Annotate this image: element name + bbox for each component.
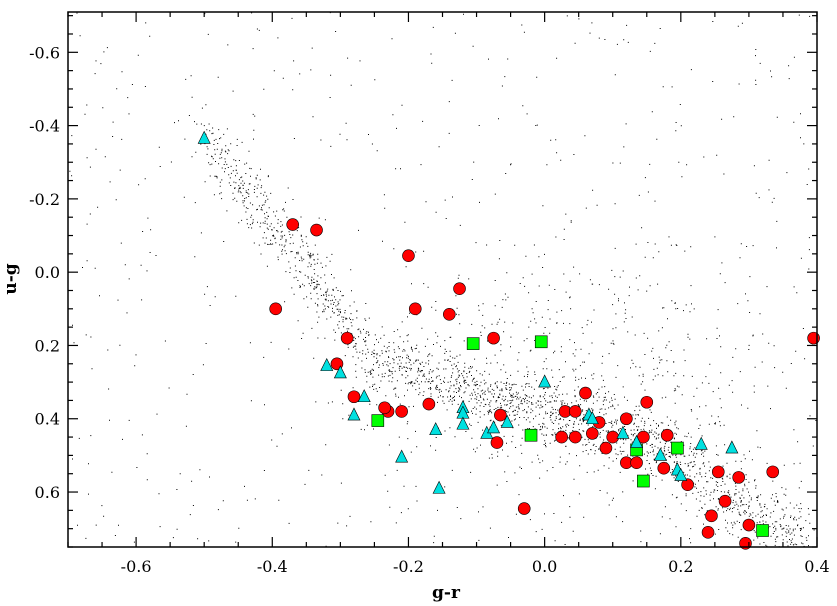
data-point-circle — [807, 331, 820, 345]
y-tick-label: 0.0 — [35, 263, 60, 282]
data-point-circle — [718, 494, 732, 508]
data-point-triangle — [674, 467, 688, 481]
data-point-triangle — [630, 434, 644, 448]
data-point-circle — [732, 471, 745, 484]
y-tick-label: -0.4 — [29, 117, 60, 136]
data-point-triangle — [333, 365, 347, 379]
x-axis-label: g-r — [432, 583, 461, 603]
x-tick-label: 0.2 — [668, 557, 693, 576]
data-point-triangle — [347, 407, 361, 421]
background-dots-path — [69, 12, 817, 548]
data-point-triangle — [585, 411, 599, 425]
data-point-triangle — [487, 420, 501, 434]
data-point-circle — [487, 331, 500, 345]
data-point-circle — [269, 302, 282, 316]
data-point-triangle — [653, 447, 667, 461]
x-tick-label: -0.2 — [393, 557, 424, 576]
data-point-square — [371, 414, 385, 427]
data-point-circle — [657, 461, 671, 475]
data-point-circle — [630, 456, 643, 470]
data-point-triangle — [429, 422, 443, 436]
data-point-circle — [402, 249, 415, 262]
data-point-circle — [568, 405, 582, 418]
data-point-circle — [517, 502, 531, 515]
data-point-circle — [422, 397, 436, 411]
data-point-triangle — [616, 425, 630, 439]
data-point-circle — [340, 331, 354, 345]
data-point-square — [534, 335, 548, 349]
highlighted-markers — [197, 130, 820, 550]
data-point-triangle — [538, 374, 552, 388]
x-tick-label: -0.6 — [121, 557, 152, 576]
data-point-circle — [453, 282, 466, 295]
data-point-circle — [742, 518, 756, 532]
y-tick-labels: -0.6 -0.4 -0.2 0.0 0.2 0.4 0.6 — [29, 43, 60, 502]
data-point-circle — [585, 427, 599, 440]
data-point-circle — [568, 430, 582, 444]
data-point-square — [637, 474, 650, 488]
y-tick-label: -0.6 — [29, 43, 60, 62]
data-point-circle — [286, 218, 300, 231]
data-point-triangle — [197, 130, 211, 144]
data-point-circle — [494, 408, 507, 422]
data-point-triangle — [500, 414, 514, 428]
data-point-triangle — [456, 416, 470, 430]
y-tick-label: 0.4 — [35, 410, 60, 429]
axis-ticks — [67, 12, 818, 548]
data-point-circle — [408, 302, 422, 316]
y-tick-label: -0.2 — [29, 190, 60, 209]
data-point-square — [756, 524, 769, 537]
data-point-circle — [310, 223, 323, 237]
data-point-circle — [490, 436, 504, 449]
data-point-square — [466, 337, 480, 350]
data-point-triangle — [694, 436, 708, 450]
data-point-circle — [660, 428, 674, 442]
y-axis-label: u-g — [1, 263, 21, 294]
data-point-circle — [606, 430, 620, 444]
data-point-circle — [555, 430, 568, 444]
background-point-cloud — [69, 12, 817, 548]
data-point-triangle — [725, 440, 739, 454]
data-point-triangle — [395, 449, 409, 463]
x-tick-label: -0.4 — [257, 557, 288, 576]
data-point-circle — [766, 465, 780, 479]
x-tick-label: 0.0 — [532, 557, 557, 576]
data-point-circle — [620, 412, 633, 426]
data-point-circle — [347, 390, 361, 404]
data-point-triangle — [320, 357, 334, 371]
x-tick-labels: -0.6 -0.4 -0.2 0.0 0.2 0.4 — [121, 557, 830, 576]
data-point-circle — [443, 308, 456, 321]
data-point-circle — [579, 386, 592, 400]
data-point-triangle — [432, 480, 446, 494]
data-point-triangle — [357, 389, 371, 403]
y-tick-label: 0.6 — [35, 483, 60, 502]
x-tick-label: 0.4 — [804, 557, 829, 576]
data-point-circle — [640, 395, 654, 409]
data-point-circle — [711, 465, 725, 479]
data-point-square — [524, 428, 538, 442]
data-point-circle — [378, 401, 391, 415]
data-point-circle — [681, 478, 694, 492]
plot-frame — [67, 11, 818, 548]
data-point-circle — [705, 509, 718, 523]
data-point-circle — [599, 441, 613, 455]
data-point-square — [671, 441, 684, 455]
data-point-circle — [395, 405, 408, 418]
y-tick-label: 0.2 — [35, 336, 60, 355]
data-point-circle — [701, 526, 715, 539]
